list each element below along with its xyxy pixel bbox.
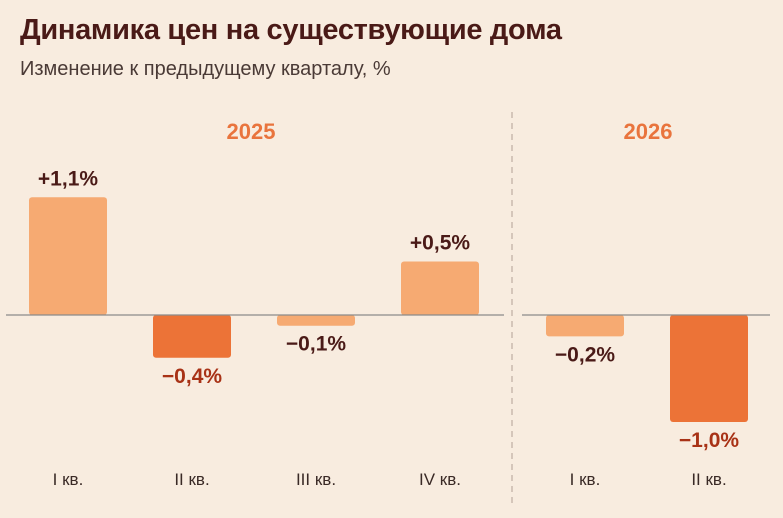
bar-2026-1 [546, 315, 624, 337]
x-tick-label-2025-3: III кв. [296, 470, 336, 489]
chart-subtitle: Изменение к предыдущему кварталу, % [20, 58, 391, 80]
data-label-2025-3: −0,1% [286, 333, 346, 356]
year-label-2025: 2025 [227, 119, 276, 144]
bar-2025-2 [153, 315, 231, 358]
data-label-2025-4: +0,5% [410, 232, 470, 255]
data-label-2025-2: −0,4% [162, 365, 222, 388]
data-label-2026-2: −1,0% [679, 429, 739, 452]
x-tick-label-2025-1: I кв. [53, 470, 84, 489]
bar-2025-3 [277, 315, 355, 326]
x-tick-label-2026-1: I кв. [570, 470, 601, 489]
year-label-2026: 2026 [624, 119, 673, 144]
x-tick-label-2025-4: IV кв. [419, 470, 461, 489]
chart-title: Динамика цен на существующие дома [20, 14, 562, 46]
data-label-2026-1: −0,2% [555, 343, 615, 366]
data-label-2025-1: +1,1% [38, 167, 98, 190]
bar-2025-1 [29, 197, 107, 315]
bar-2025-4 [401, 261, 479, 315]
bar-2026-2 [670, 315, 748, 422]
x-tick-label-2025-2: II кв. [174, 470, 209, 489]
x-tick-label-2026-2: II кв. [691, 470, 726, 489]
